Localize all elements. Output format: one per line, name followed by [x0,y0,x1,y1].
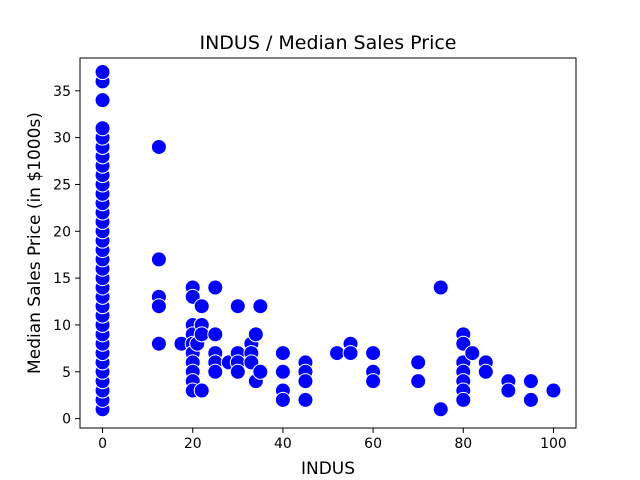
data-point [274,363,291,380]
data-point [297,373,314,390]
data-point [545,382,562,399]
data-point [193,382,210,399]
data-point [94,64,111,81]
data-point [500,382,517,399]
data-point [150,251,167,268]
y-tick-label: 25 [53,177,71,193]
data-point [252,298,269,315]
data-point [207,363,224,380]
x-axis-ticks: 0 20 40 60 80 100 [98,428,567,452]
data-point [207,326,224,343]
data-point [193,326,210,343]
plot-frame [79,57,577,429]
x-tick-label: 60 [364,436,382,452]
y-axis-ticks: 0 5 10 15 20 25 30 35 [53,84,80,428]
data-point [150,298,167,315]
data-point [342,345,359,362]
data-point [477,363,494,380]
data-point [193,298,210,315]
data-point [522,391,539,408]
data-point [455,391,472,408]
data-point [329,345,346,362]
data-point [94,120,111,137]
data-point [297,391,314,408]
data-point [274,391,291,408]
y-tick-label: 5 [62,365,71,381]
data-point [432,279,449,296]
data-point [150,335,167,352]
y-tick-label: 20 [53,224,71,240]
data-points [94,64,562,418]
y-tick-label: 10 [53,318,71,334]
x-tick-label: 0 [98,436,107,452]
y-tick-label: 15 [53,271,71,287]
x-tick-label: 100 [540,436,567,452]
data-point [365,345,382,362]
data-point [94,92,111,109]
chart-title: INDUS / Median Sales Price [199,32,456,54]
y-tick-label: 0 [62,412,71,428]
data-point [229,298,246,315]
y-tick-label: 35 [53,84,71,100]
x-tick-label: 80 [454,436,472,452]
data-point [247,326,264,343]
data-point [229,363,246,380]
data-point [207,279,224,296]
data-point [274,345,291,362]
data-point [432,401,449,418]
y-axis-label: Median Sales Price (in $1000s) [25,112,45,374]
x-tick-label: 40 [274,436,292,452]
data-point [150,138,167,155]
x-tick-label: 20 [184,436,202,452]
data-point [410,354,427,371]
data-point [522,373,539,390]
data-point [252,363,269,380]
y-tick-label: 30 [53,131,71,147]
data-point [464,345,481,362]
data-point [365,373,382,390]
x-axis-label: INDUS [301,459,355,479]
data-point [410,373,427,390]
